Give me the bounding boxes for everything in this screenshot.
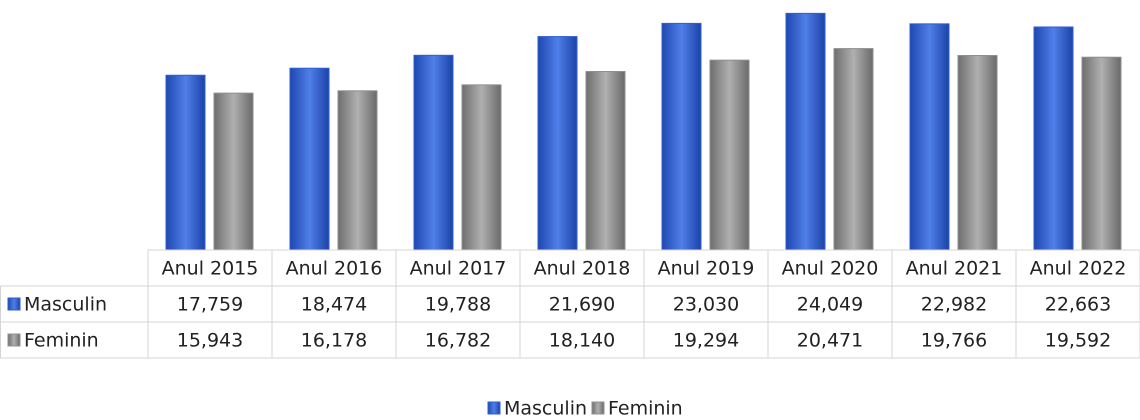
bar (709, 59, 750, 251)
x-tick-label: Anul 2022 (1030, 258, 1127, 280)
bar (461, 84, 502, 251)
data-cell: 19,294 (673, 330, 739, 352)
legend-key (7, 297, 21, 311)
data-cell: 15,943 (177, 330, 243, 352)
data-cell: 22,663 (1045, 294, 1111, 316)
data-cell: 20,471 (797, 330, 863, 352)
bar (585, 71, 626, 251)
table-cell (0, 321, 149, 359)
bar (909, 23, 950, 251)
x-tick-label: Anul 2017 (410, 258, 507, 280)
data-cell: 17,759 (177, 294, 243, 316)
bar (337, 90, 378, 251)
data-cell: 19,788 (425, 294, 491, 316)
data-cell: 22,982 (921, 294, 987, 316)
row-label: Masculin (24, 294, 107, 316)
bar (289, 67, 330, 251)
data-cell: 23,030 (673, 294, 739, 316)
table-cell (1015, 321, 1140, 359)
x-tick-label: Anul 2019 (658, 258, 755, 280)
legend-key (591, 401, 605, 415)
data-cell: 21,690 (549, 294, 615, 316)
bar (165, 74, 206, 251)
data-cell: 18,474 (301, 294, 367, 316)
legend-key (487, 401, 501, 415)
data-cell: 24,049 (797, 294, 863, 316)
bar (537, 36, 578, 251)
data-cell: 16,782 (425, 330, 491, 352)
legend-label: Feminin (608, 398, 683, 420)
bar (833, 48, 874, 251)
bar (957, 55, 998, 251)
bar (785, 12, 826, 251)
legend-key (7, 333, 21, 347)
x-tick-label: Anul 2015 (162, 258, 259, 280)
data-cell: 18,140 (549, 330, 615, 352)
data-cell: 16,178 (301, 330, 367, 352)
bar (213, 92, 254, 251)
bar (1033, 26, 1074, 251)
bar (1081, 56, 1122, 251)
bar (413, 54, 454, 251)
data-cell: 19,766 (921, 330, 987, 352)
x-tick-label: Anul 2021 (906, 258, 1003, 280)
data-cell: 19,592 (1045, 330, 1111, 352)
row-label: Feminin (24, 330, 99, 352)
x-tick-label: Anul 2018 (534, 258, 631, 280)
x-tick-label: Anul 2020 (782, 258, 879, 280)
x-tick-label: Anul 2016 (286, 258, 383, 280)
bar (661, 22, 702, 251)
legend-label: Masculin (504, 398, 587, 420)
